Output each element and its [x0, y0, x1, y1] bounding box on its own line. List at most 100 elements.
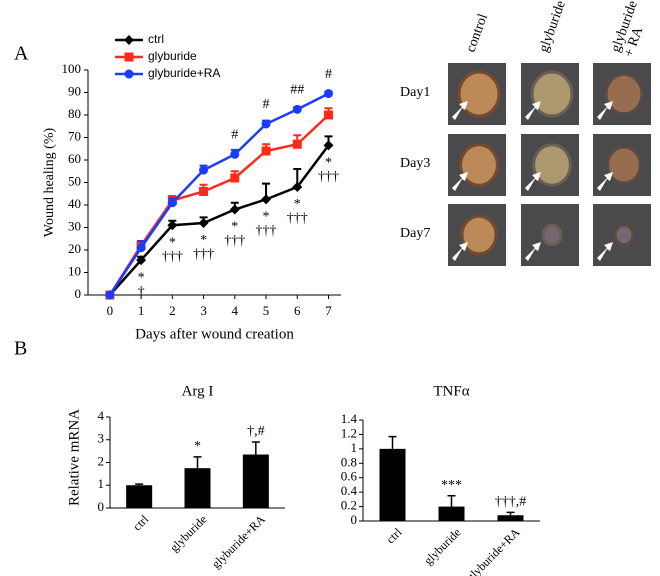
point	[324, 89, 334, 99]
row-label: Day3	[400, 156, 430, 171]
point	[199, 165, 209, 175]
wound-area	[532, 143, 572, 187]
row-label: Day1	[400, 85, 430, 100]
y-tick-label: 0	[351, 512, 358, 527]
y-tick-label: 0.8	[341, 454, 357, 469]
y-tick-label: 100	[62, 61, 82, 76]
panel-label: A	[14, 43, 29, 65]
y-tick-label: 70	[68, 128, 81, 143]
row-label: Day7	[400, 226, 430, 241]
wound-area	[606, 145, 642, 185]
annotation: *	[169, 235, 176, 250]
x-tick-label: glyburide+RA	[209, 512, 268, 571]
point	[261, 146, 271, 156]
x-tick-label: 2	[169, 303, 176, 318]
wound-area	[457, 70, 501, 118]
series-line	[108, 92, 330, 296]
chart-title: Arg I	[182, 383, 214, 399]
annotation: †,#	[247, 424, 265, 439]
point	[261, 119, 271, 129]
arrow	[452, 172, 468, 191]
annotation: †††	[193, 247, 214, 262]
column-label: glyburide	[537, 0, 569, 54]
y-axis-label: Wound healing (%)	[42, 128, 57, 238]
annotation: †††	[318, 170, 339, 185]
point	[230, 149, 240, 159]
y-tick-label: 1.4	[341, 411, 358, 426]
point	[105, 290, 115, 300]
arrow	[452, 101, 468, 120]
y-tick-label: 0.4	[341, 483, 358, 498]
point	[229, 204, 240, 215]
annotation: *	[294, 197, 301, 212]
annotation: ##	[290, 83, 304, 98]
error-bar	[506, 511, 515, 516]
annotation: #	[231, 128, 238, 143]
y-tick-label: 1	[98, 476, 105, 491]
x-tick-label: ctrl	[130, 512, 152, 534]
bar	[242, 454, 269, 508]
y-tick-label: 60	[68, 151, 81, 166]
x-tick-label: glyburide	[421, 525, 463, 567]
legend-marker	[124, 52, 134, 62]
y-tick-label: 90	[68, 83, 81, 98]
x-tick-label: 0	[107, 303, 114, 318]
legend-label: ctrl	[148, 32, 164, 46]
arrow	[597, 242, 613, 261]
y-tick-label: 0.2	[341, 498, 357, 513]
x-tick-label: 4	[232, 303, 239, 318]
y-tick-label: 4	[98, 408, 105, 423]
wound-area	[613, 223, 635, 247]
y-tick-label: 1	[351, 440, 358, 455]
x-axis-label: Days after wound creation	[135, 326, 294, 342]
y-tick-label: 0.6	[341, 469, 358, 484]
chart-title: TNFα	[433, 383, 469, 399]
legend-marker	[124, 69, 134, 79]
error-bar	[135, 483, 144, 486]
bar	[438, 506, 465, 521]
point	[292, 182, 303, 192]
arrow	[452, 242, 468, 261]
annotation: †	[138, 284, 145, 299]
series-line	[108, 144, 330, 296]
point	[136, 255, 147, 266]
error-bar	[251, 441, 260, 455]
column-label-line: glyburide	[537, 0, 569, 54]
y-tick-label: 2	[98, 453, 105, 468]
x-tick-label: ctrl	[383, 525, 405, 547]
annotation: †††	[287, 211, 308, 226]
panel-label: B	[14, 338, 27, 360]
point	[167, 198, 177, 208]
annotation: †††	[162, 249, 183, 264]
series-line	[108, 114, 330, 296]
annotation: *	[138, 270, 145, 285]
annotation: #	[263, 97, 270, 112]
error-bar	[447, 495, 456, 507]
point	[323, 140, 334, 151]
y-tick-label: 3	[98, 431, 105, 446]
annotation: #	[325, 67, 332, 82]
y-tick-label: 1.2	[341, 425, 357, 440]
x-tick-label: 7	[325, 303, 332, 318]
annotation: †††,#	[495, 495, 527, 510]
bar	[497, 515, 524, 521]
bar	[184, 468, 211, 508]
column-label-line: control	[464, 12, 492, 54]
point	[167, 220, 178, 231]
point	[230, 173, 240, 183]
bar	[126, 485, 153, 508]
x-tick-label: 3	[200, 303, 207, 318]
arrow	[525, 242, 541, 261]
legend-label: glyburide	[148, 49, 197, 63]
wound-area	[530, 70, 574, 118]
point	[292, 139, 302, 149]
annotation: *	[231, 220, 238, 235]
x-tick-label: glyburide	[167, 512, 209, 554]
annotation: *	[200, 233, 207, 248]
annotation: †††	[224, 234, 245, 249]
annotation: *	[194, 439, 201, 454]
column-label: control	[464, 12, 492, 54]
column-label: glyburide+ RA	[609, 0, 655, 59]
wound-area	[541, 223, 563, 247]
arrow	[597, 172, 613, 191]
